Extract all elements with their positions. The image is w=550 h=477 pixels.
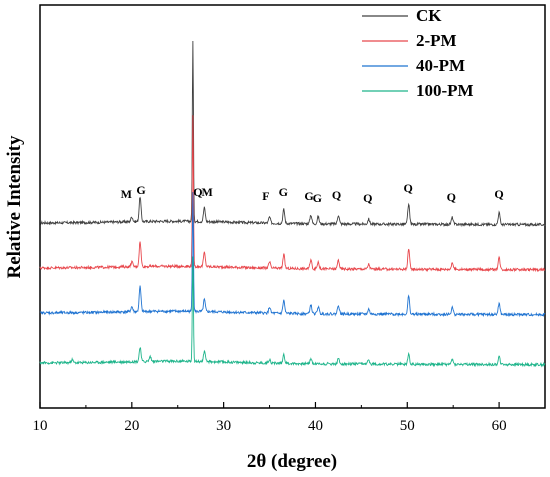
peak-label: Q — [494, 187, 503, 201]
peak-label: M — [201, 185, 212, 199]
peak-label: Q — [193, 185, 202, 199]
peak-label: G — [279, 185, 288, 199]
x-tick-label: 30 — [216, 418, 231, 434]
legend-label-100-pm: 100-PM — [416, 81, 474, 100]
plot-frame — [39, 4, 546, 409]
peak-label: F — [262, 189, 269, 203]
x-tick-label: 60 — [492, 418, 507, 434]
legend-label-ck: CK — [416, 6, 442, 25]
series-line-40-pm — [39, 192, 546, 318]
x-tick-label: 50 — [400, 418, 415, 434]
series-line-100-pm — [39, 256, 546, 368]
x-tick-label: 10 — [33, 418, 48, 434]
peak-label: G — [304, 189, 313, 203]
series-line-ck — [39, 40, 546, 228]
legend: CK 2-PM 40-PM 100-PM — [362, 6, 474, 100]
x-tick-label: 20 — [124, 418, 139, 434]
peak-annotations: QGM M F G GG Q QQQ Q — [121, 181, 504, 205]
peak-label: Q — [332, 188, 341, 202]
series-line-2-pm — [39, 115, 546, 273]
peak-label: G — [313, 191, 322, 205]
peak-label: Q — [447, 190, 456, 204]
peak-label: G — [136, 183, 145, 197]
peak-label: M — [121, 187, 132, 201]
peak-label: Q — [404, 181, 413, 195]
series-layer — [39, 40, 546, 368]
x-tick-label: 40 — [308, 418, 323, 434]
x-axis-ticks: 10 20 30 40 50 60 — [33, 402, 507, 434]
y-axis-title: Relative Intensity — [4, 135, 25, 279]
legend-label-2-pm: 2-PM — [416, 31, 457, 50]
peak-label: Q — [363, 191, 372, 205]
legend-label-40-pm: 40-PM — [416, 56, 465, 75]
x-axis-title: 2θ (degree) — [247, 451, 337, 472]
